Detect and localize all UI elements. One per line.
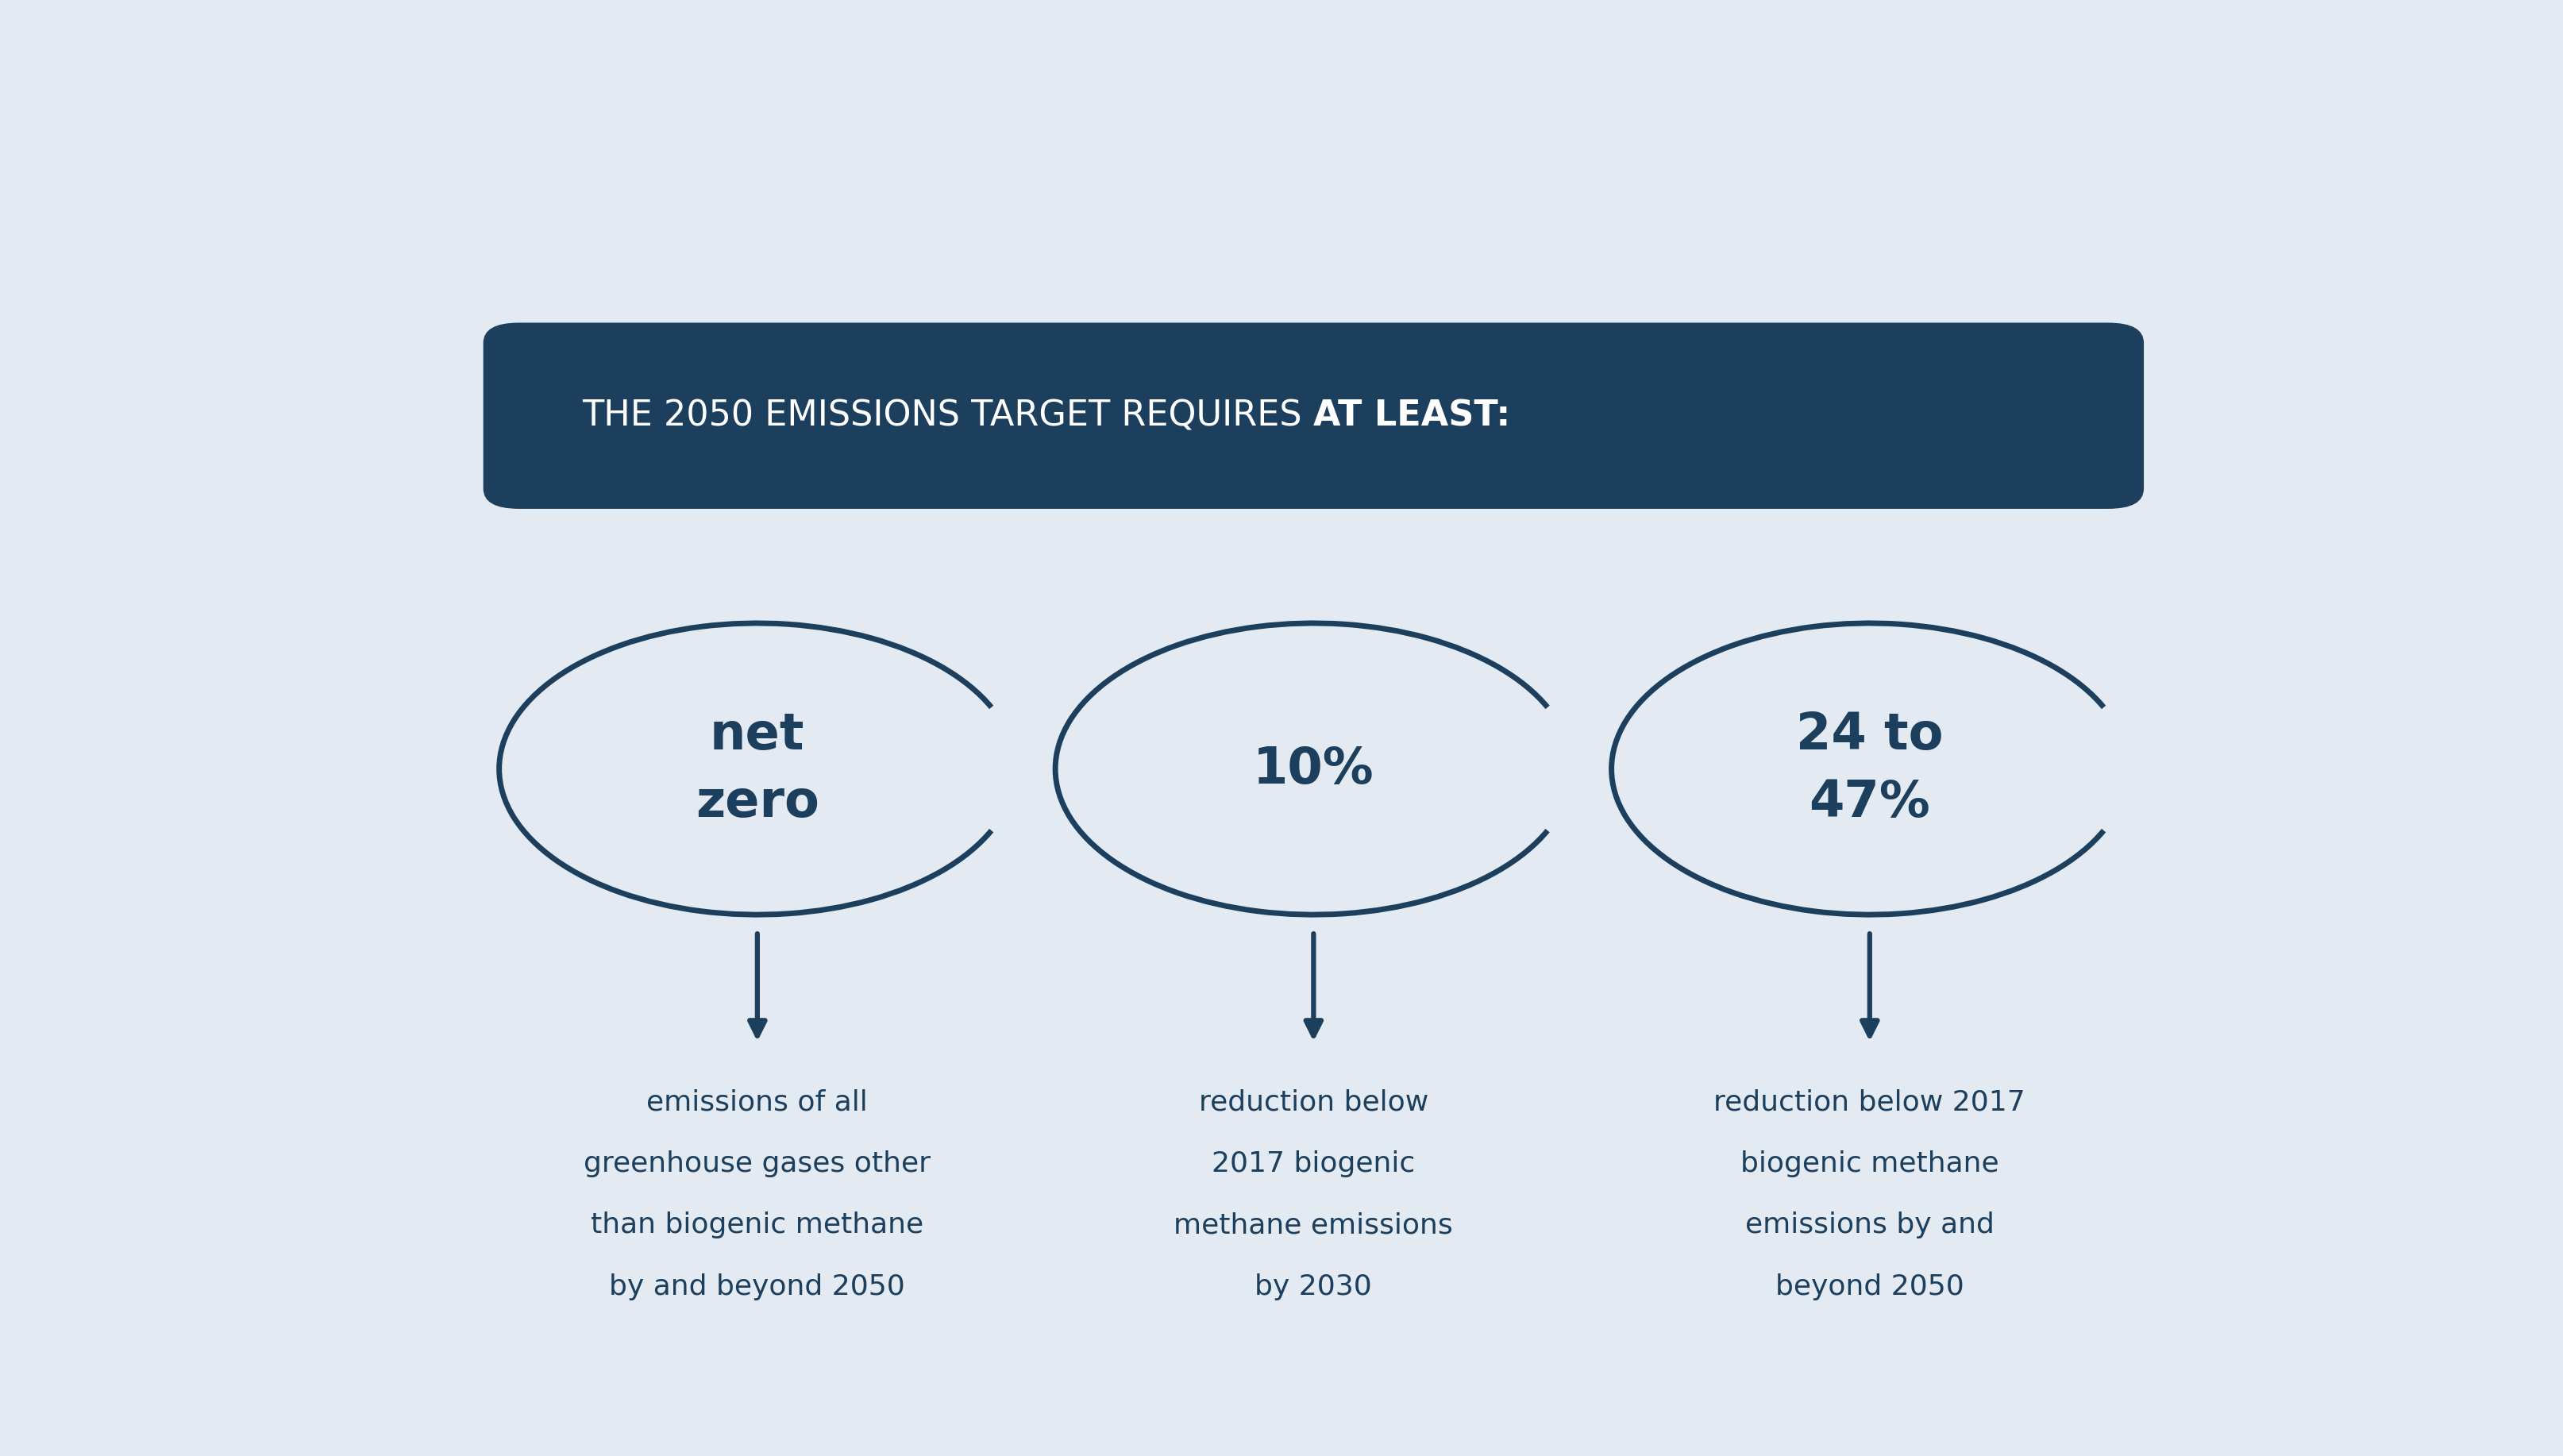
FancyBboxPatch shape bbox=[484, 323, 2143, 508]
Text: THE 2050 EMISSIONS TARGET REQUIRES: THE 2050 EMISSIONS TARGET REQUIRES bbox=[582, 399, 1315, 432]
Text: emissions by and: emissions by and bbox=[1745, 1211, 1994, 1239]
Text: 24 to: 24 to bbox=[1797, 711, 1943, 760]
Text: greenhouse gases other: greenhouse gases other bbox=[584, 1150, 930, 1176]
Text: emissions of all: emissions of all bbox=[646, 1089, 869, 1115]
Text: 2017 biogenic: 2017 biogenic bbox=[1212, 1150, 1415, 1176]
Text: net: net bbox=[710, 711, 805, 760]
Text: beyond 2050: beyond 2050 bbox=[1776, 1274, 1963, 1300]
Text: zero: zero bbox=[695, 778, 820, 827]
Text: than biogenic methane: than biogenic methane bbox=[592, 1211, 923, 1239]
Text: by 2030: by 2030 bbox=[1256, 1274, 1371, 1300]
Text: by and beyond 2050: by and beyond 2050 bbox=[610, 1274, 905, 1300]
Text: reduction below: reduction below bbox=[1199, 1089, 1428, 1115]
Text: reduction below 2017: reduction below 2017 bbox=[1715, 1089, 2025, 1115]
Text: biogenic methane: biogenic methane bbox=[1740, 1150, 1999, 1176]
Text: 47%: 47% bbox=[1809, 778, 1930, 827]
Text: 10%: 10% bbox=[1253, 744, 1374, 794]
Text: methane emissions: methane emissions bbox=[1174, 1211, 1453, 1239]
Text: AT LEAST:: AT LEAST: bbox=[1315, 399, 1510, 432]
